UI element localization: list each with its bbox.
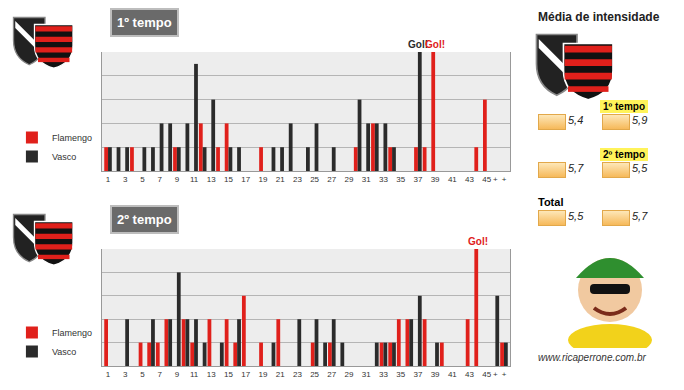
svg-text:17: 17	[241, 370, 250, 379]
svg-text:43: 43	[465, 175, 474, 184]
svg-text:19: 19	[259, 175, 268, 184]
svg-text:Gol!: Gol!	[408, 39, 428, 50]
svg-text:Flamengo: Flamengo	[52, 133, 92, 143]
svg-text:31: 31	[362, 175, 371, 184]
svg-text:+: +	[502, 370, 507, 379]
html-text:2º tempo: 2º tempo	[603, 149, 645, 160]
svg-text:+: +	[493, 175, 498, 184]
svg-text:27: 27	[327, 370, 336, 379]
svg-text:9: 9	[175, 175, 180, 184]
svg-text:7: 7	[157, 370, 162, 379]
svg-text:2º tempo: 2º tempo	[117, 212, 172, 227]
svg-text:Gol!: Gol!	[425, 39, 445, 50]
svg-text:13: 13	[207, 370, 216, 379]
svg-text:35: 35	[396, 370, 405, 379]
svg-text:27: 27	[327, 175, 336, 184]
svg-text:39: 39	[431, 175, 440, 184]
svg-text:41: 41	[448, 370, 457, 379]
html-text:5,7: 5,7	[568, 162, 584, 174]
svg-text:+: +	[493, 370, 498, 379]
svg-text:3: 3	[123, 175, 128, 184]
svg-text:Gol!: Gol!	[468, 236, 488, 247]
svg-text:29: 29	[345, 370, 354, 379]
svg-text:23: 23	[293, 175, 302, 184]
svg-text:39: 39	[431, 370, 440, 379]
svg-text:17: 17	[241, 175, 250, 184]
svg-text:33: 33	[379, 370, 388, 379]
svg-text:1: 1	[106, 175, 111, 184]
svg-text:11: 11	[190, 370, 199, 379]
html-text:5,5: 5,5	[568, 210, 584, 222]
html-text:www.ricaperrone.com.br: www.ricaperrone.com.br	[538, 352, 646, 363]
svg-text:25: 25	[310, 175, 319, 184]
svg-text:5: 5	[140, 175, 145, 184]
svg-text:Vasco: Vasco	[52, 347, 76, 357]
svg-text:31: 31	[362, 370, 371, 379]
svg-text:37: 37	[413, 175, 422, 184]
html-text:Média de intensidade: Média de intensidade	[538, 10, 660, 24]
svg-text:5: 5	[140, 370, 145, 379]
svg-text:15: 15	[224, 370, 233, 379]
svg-text:7: 7	[157, 175, 162, 184]
html-text:5,4: 5,4	[568, 114, 584, 126]
svg-text:21: 21	[276, 370, 285, 379]
svg-text:+: +	[502, 175, 507, 184]
svg-text:19: 19	[259, 370, 268, 379]
svg-text:29: 29	[345, 175, 354, 184]
svg-text:1º tempo: 1º tempo	[117, 15, 172, 30]
html-text:5,9: 5,9	[632, 114, 648, 126]
html-text:5,7: 5,7	[632, 210, 648, 222]
svg-text:37: 37	[413, 370, 422, 379]
svg-text:45: 45	[482, 370, 491, 379]
svg-text:11: 11	[190, 175, 199, 184]
svg-text:43: 43	[465, 370, 474, 379]
html-text:1º tempo: 1º tempo	[603, 101, 645, 112]
svg-text:33: 33	[379, 175, 388, 184]
svg-text:Flamengo: Flamengo	[52, 328, 92, 338]
svg-text:21: 21	[276, 175, 285, 184]
svg-text:25: 25	[310, 370, 319, 379]
svg-text:45: 45	[482, 175, 491, 184]
svg-text:Vasco: Vasco	[52, 152, 76, 162]
svg-text:3: 3	[123, 370, 128, 379]
svg-text:13: 13	[207, 175, 216, 184]
html-text:5,5: 5,5	[632, 162, 648, 174]
svg-text:35: 35	[396, 175, 405, 184]
svg-text:41: 41	[448, 175, 457, 184]
svg-text:23: 23	[293, 370, 302, 379]
svg-text:15: 15	[224, 175, 233, 184]
svg-text:9: 9	[175, 370, 180, 379]
html-text:Total: Total	[538, 196, 564, 208]
svg-text:1: 1	[106, 370, 111, 379]
